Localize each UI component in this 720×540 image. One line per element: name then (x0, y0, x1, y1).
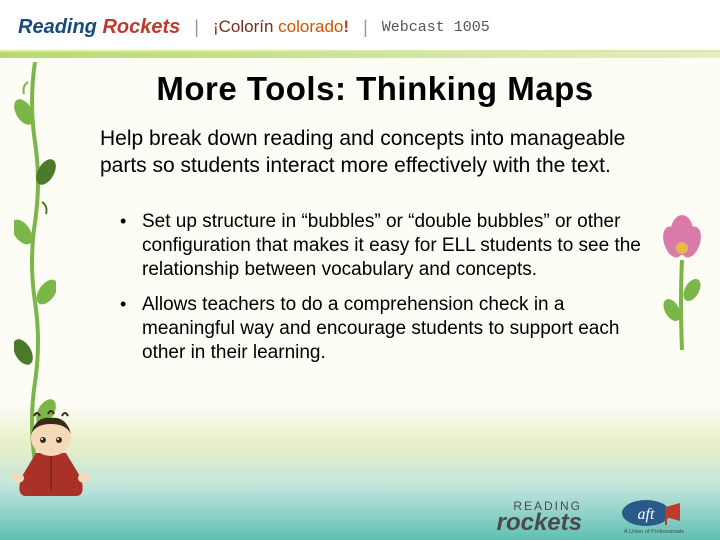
brand-rockets-text: Rockets (102, 16, 180, 38)
slide-title: More Tools: Thinking Maps (100, 70, 650, 108)
aft-tagline: A Union of Professionals (624, 529, 684, 535)
brand-reading-rockets: Reading Rockets (18, 16, 180, 39)
bullet-item: Allows teachers to do a comprehension ch… (142, 293, 650, 366)
svg-text:aft: aft (638, 506, 655, 523)
webcast-label: Webcast 1005 (382, 19, 490, 36)
brand-exclaim: ! (343, 17, 349, 36)
brand-colorado-text: colorado (278, 17, 343, 36)
flower-decoration-icon (662, 200, 702, 350)
brand-colorin-colorado: ¡Colorín colorado! (213, 17, 349, 37)
bullet-item: Set up structure in “bubbles” or “double… (142, 210, 650, 283)
separator-1: | (194, 17, 199, 38)
footer-rr-bottom: rockets (497, 512, 582, 534)
aft-logo-icon: aft A Union of Professionals (618, 499, 690, 535)
footer-reading-rockets-logo: READING rockets (497, 501, 582, 533)
bullet-list: Set up structure in “bubbles” or “double… (100, 210, 650, 366)
footer-bar: READING rockets aft A Union of Professio… (0, 494, 720, 540)
header-bar: Reading Rockets | ¡Colorín colorado! | W… (0, 0, 720, 52)
content-area: More Tools: Thinking Maps Help break dow… (100, 70, 650, 376)
separator-2: | (363, 17, 368, 38)
header-accent-strip (0, 52, 720, 58)
slide-container: Reading Rockets | ¡Colorín colorado! | W… (0, 0, 720, 540)
slide-intro: Help break down reading and concepts int… (100, 126, 650, 180)
child-reading-icon (6, 408, 96, 498)
brand-reading-text: Reading (18, 16, 97, 38)
vine-decoration-icon (14, 62, 56, 462)
brand-colorin-text: ¡Colorín (213, 17, 273, 36)
